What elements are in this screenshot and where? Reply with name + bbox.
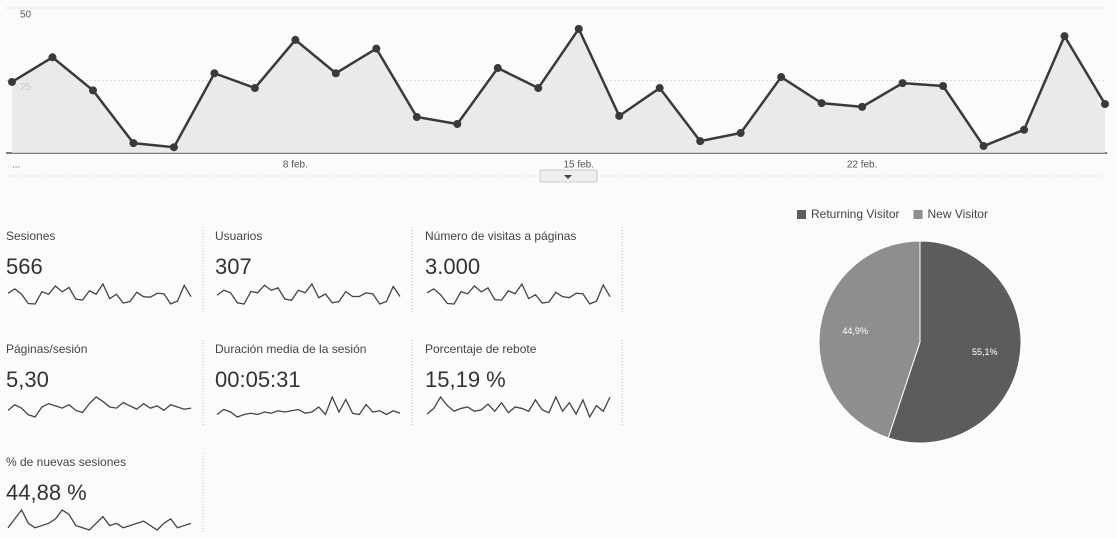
point bbox=[615, 111, 624, 120]
point bbox=[8, 77, 16, 86]
pie-slice bbox=[887, 240, 1022, 444]
sparkline bbox=[7, 282, 192, 305]
point bbox=[48, 53, 57, 62]
point bbox=[412, 113, 421, 122]
y-tick-label: 50 bbox=[20, 10, 32, 21]
metric-value: 307 bbox=[215, 254, 252, 279]
point bbox=[979, 142, 988, 151]
metric-label: Usuarios bbox=[215, 229, 262, 243]
point bbox=[1060, 32, 1069, 41]
legend-label: New Visitor bbox=[928, 207, 988, 221]
metric-value: 15,19 % bbox=[425, 367, 506, 392]
x-tick-label: 8 feb. bbox=[283, 160, 308, 171]
legend-label: Returning Visitor bbox=[811, 207, 900, 221]
point bbox=[129, 139, 138, 148]
sparkline bbox=[7, 508, 192, 531]
point bbox=[372, 44, 381, 53]
point bbox=[696, 137, 705, 146]
sparkline bbox=[426, 395, 611, 419]
slice-label: 55,1% bbox=[972, 347, 998, 357]
sparkline bbox=[216, 282, 401, 305]
point bbox=[169, 143, 178, 152]
line bbox=[11, 26, 1107, 149]
point bbox=[1020, 125, 1029, 134]
metric-value: 00:05:31 bbox=[215, 367, 301, 392]
point bbox=[250, 84, 259, 93]
x-tick-label: 15 feb. bbox=[563, 160, 594, 171]
metric-label: Porcentaje de rebote bbox=[425, 342, 537, 356]
toggle-arrow bbox=[564, 175, 572, 179]
point bbox=[736, 128, 745, 137]
x-tick-label: 22 feb. bbox=[847, 160, 878, 171]
metric-value: 3.000 bbox=[425, 254, 480, 279]
legend-swatch bbox=[913, 210, 923, 219]
point bbox=[777, 73, 786, 82]
metric-label: % de nuevas sesiones bbox=[6, 455, 126, 469]
metric-label: Páginas/sesión bbox=[6, 342, 87, 356]
metric-value: 566 bbox=[6, 254, 43, 279]
point bbox=[858, 102, 867, 111]
point bbox=[88, 86, 97, 95]
sparkline bbox=[216, 395, 401, 418]
point bbox=[1101, 99, 1109, 108]
x-tick-label: ... bbox=[12, 160, 20, 171]
metric-label: Sesiones bbox=[6, 229, 55, 243]
metric-label: Número de visitas a páginas bbox=[425, 229, 576, 243]
point bbox=[655, 84, 664, 93]
pie-slice bbox=[818, 240, 921, 439]
point bbox=[210, 69, 219, 78]
point bbox=[493, 64, 502, 73]
point bbox=[291, 35, 300, 44]
point bbox=[574, 24, 583, 33]
sparkline bbox=[426, 282, 611, 305]
metric-label: Duración media de la sesión bbox=[215, 342, 366, 356]
point bbox=[817, 99, 826, 108]
point bbox=[939, 82, 948, 91]
point bbox=[898, 79, 907, 88]
metric-value: 5,30 bbox=[6, 367, 49, 392]
sparkline bbox=[7, 396, 192, 418]
point bbox=[453, 120, 462, 128]
legend-swatch bbox=[797, 210, 806, 219]
area bbox=[12, 28, 1105, 154]
point bbox=[534, 84, 543, 93]
metric-value: 44,88 % bbox=[6, 480, 87, 505]
point bbox=[331, 69, 340, 78]
slice-label: 44,9% bbox=[842, 326, 868, 336]
